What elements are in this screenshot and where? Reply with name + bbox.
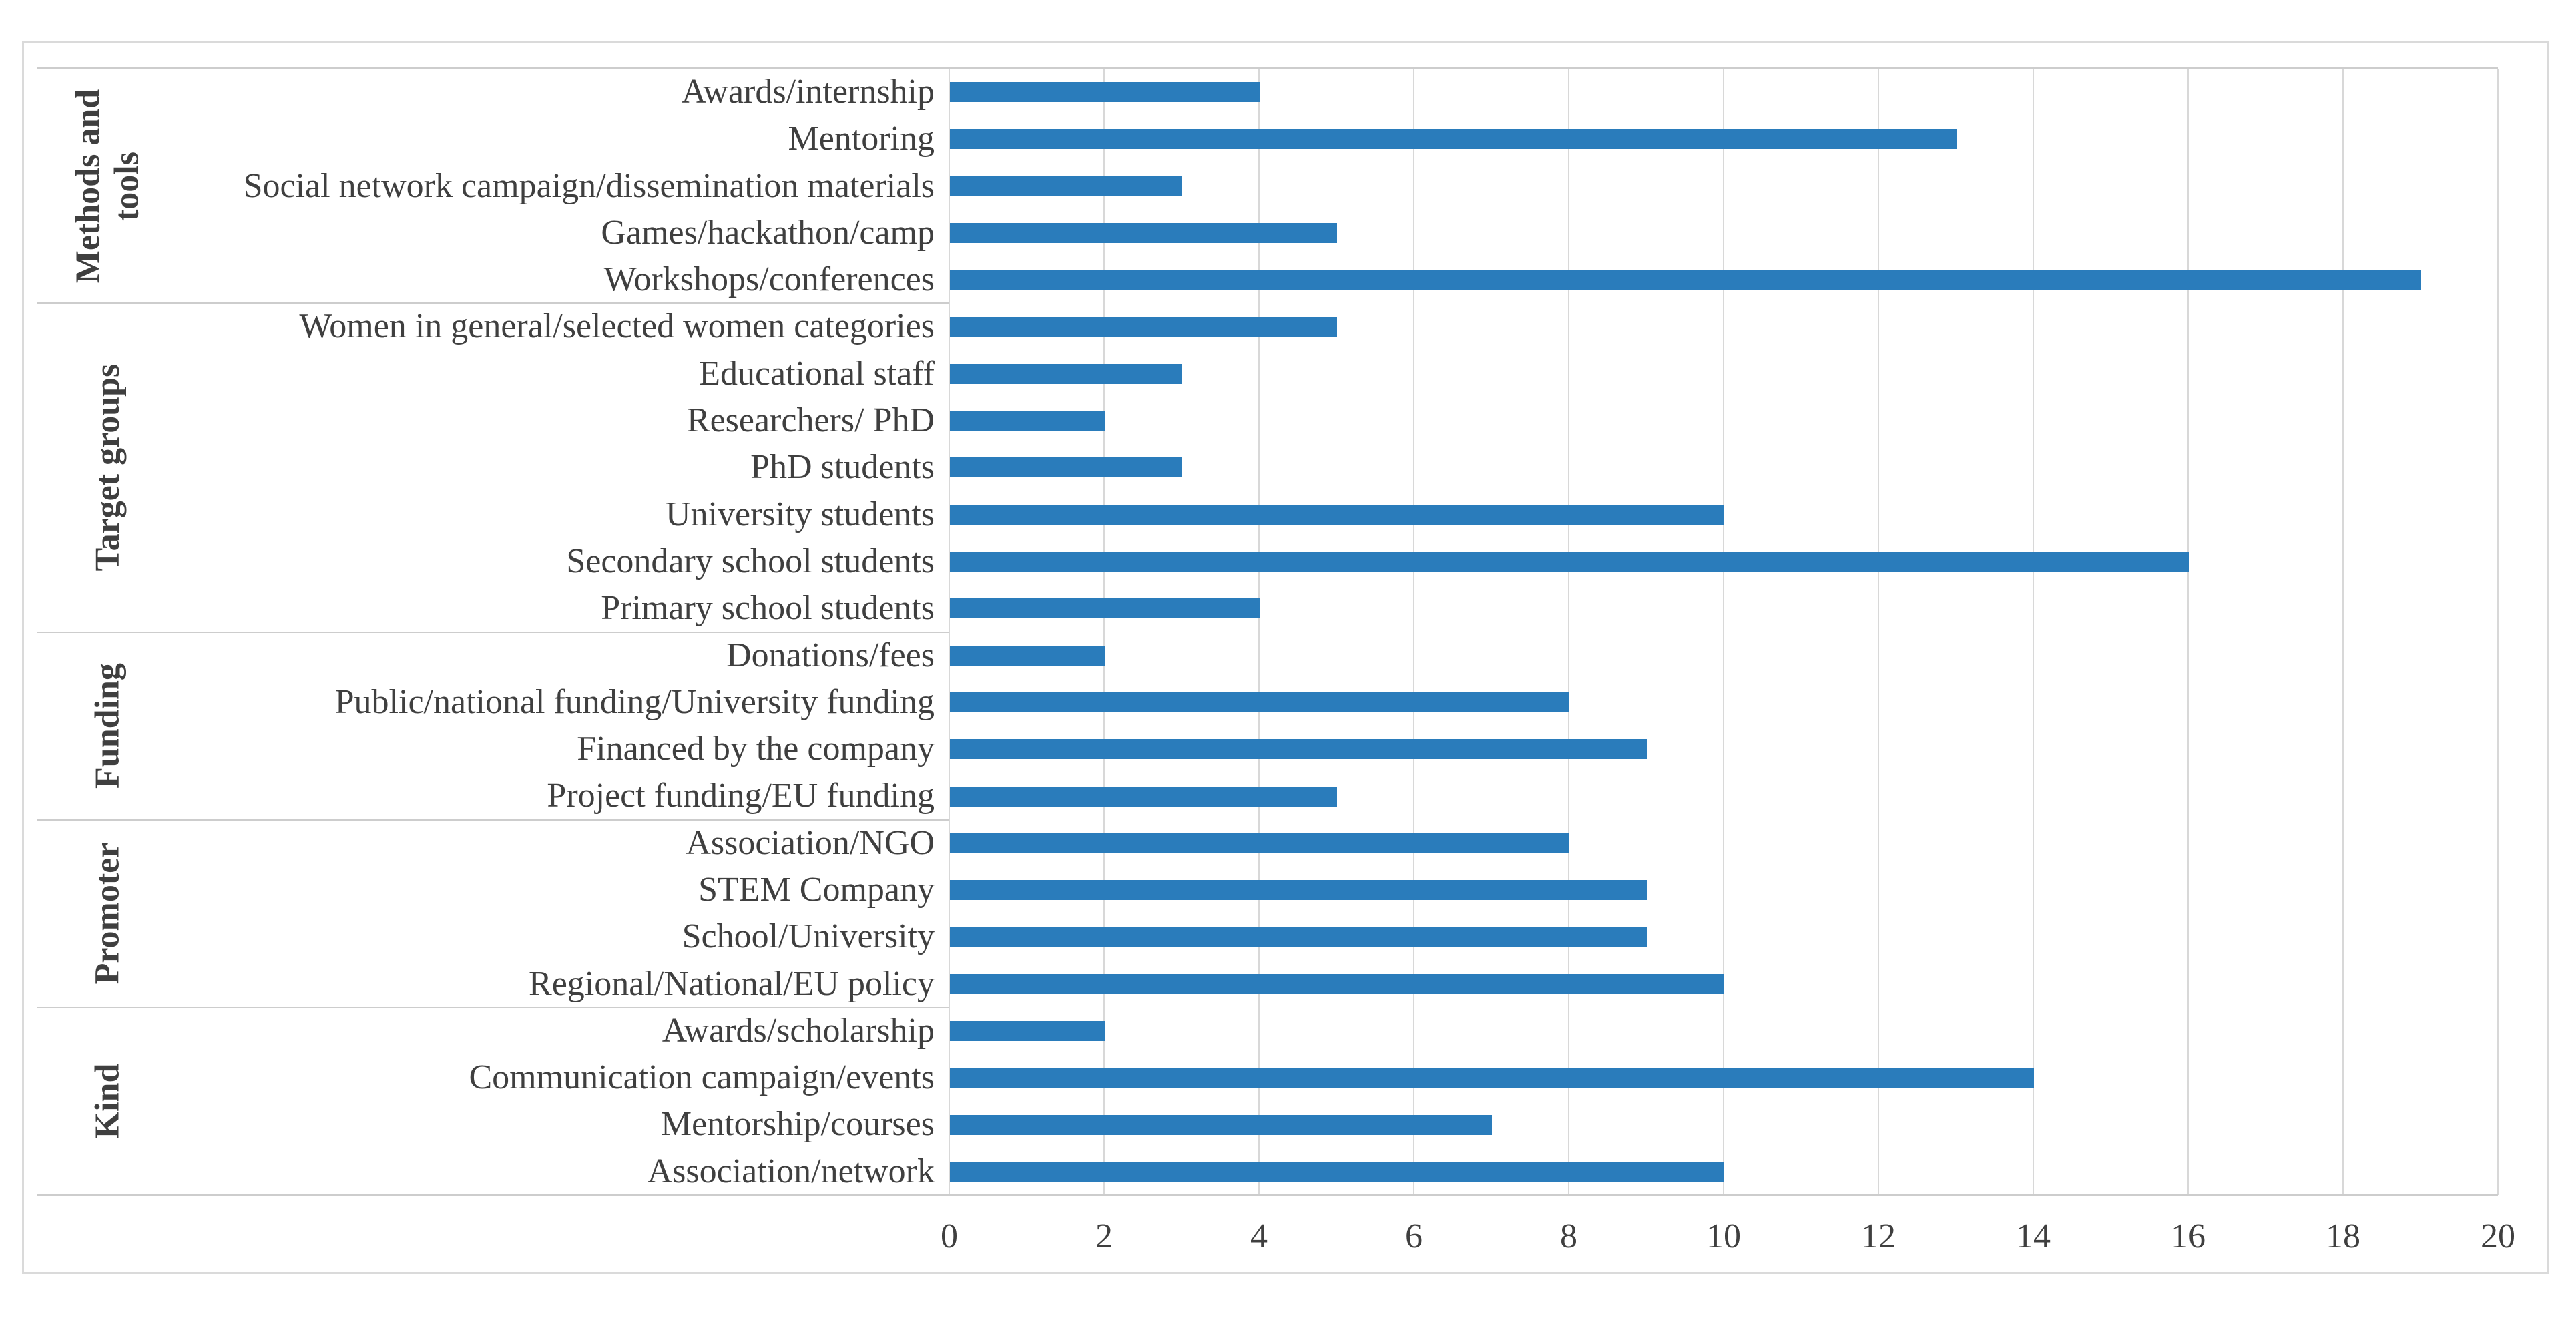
category-label: Workshops/conferences xyxy=(603,260,935,299)
bar xyxy=(950,129,1957,150)
bar xyxy=(950,176,1182,196)
gridline xyxy=(1878,69,1879,1195)
group-separator xyxy=(37,631,949,633)
axis-group-label: Funding xyxy=(88,663,127,789)
bar xyxy=(950,1020,1105,1041)
category-label: Association/NGO xyxy=(686,823,935,862)
bar xyxy=(950,411,1105,431)
gridline xyxy=(2497,69,2499,1195)
category-label: University students xyxy=(666,495,935,533)
category-label: Women in general/selected women categori… xyxy=(299,307,935,346)
x-axis-tick-label: 4 xyxy=(1250,1217,1268,1255)
gridline xyxy=(1103,69,1105,1195)
bar xyxy=(950,1161,1724,1182)
bar xyxy=(950,316,1337,337)
category-label: Educational staff xyxy=(699,354,935,393)
category-label: Secondary school students xyxy=(566,541,935,580)
category-label: Social network campaign/dissemination ma… xyxy=(243,166,935,205)
x-axis-tick-label: 8 xyxy=(1560,1217,1577,1255)
bar xyxy=(950,880,1647,901)
bar xyxy=(950,504,1724,525)
category-label: School/University xyxy=(682,917,935,956)
gridline xyxy=(2187,69,2189,1195)
category-label: Regional/National/EU policy xyxy=(529,964,935,1003)
category-label: PhD students xyxy=(750,448,935,487)
x-axis-tick-label: 12 xyxy=(1861,1217,1896,1255)
category-label: Financed by the company xyxy=(577,730,935,768)
gridline xyxy=(1568,69,1569,1195)
figure-border xyxy=(22,41,2549,1274)
category-label: Awards/scholarship xyxy=(662,1011,935,1050)
value-axis-line xyxy=(949,69,950,1195)
category-label: Mentoring xyxy=(788,120,935,158)
bar xyxy=(950,1114,1492,1135)
plot-top-border xyxy=(37,67,2498,69)
axis-group-label: Methods and tools xyxy=(69,89,147,283)
category-label: Association/network xyxy=(647,1152,935,1190)
category-label: Public/national funding/University fundi… xyxy=(334,682,935,721)
group-separator xyxy=(37,819,949,821)
axis-group-label: Kind xyxy=(88,1064,127,1139)
bar xyxy=(950,270,2421,290)
x-axis-tick-label: 6 xyxy=(1405,1217,1423,1255)
axis-group-label: Promoter xyxy=(88,842,127,985)
bar xyxy=(950,82,1260,103)
x-axis-tick-label: 16 xyxy=(2171,1217,2206,1255)
bar xyxy=(950,1068,2034,1088)
gridline xyxy=(1723,69,1724,1195)
bar xyxy=(950,973,1724,994)
category-label: Awards/internship xyxy=(681,73,935,111)
bar xyxy=(950,927,1647,947)
gridline xyxy=(2033,69,2034,1195)
x-axis-tick-label: 2 xyxy=(1095,1217,1113,1255)
gridline xyxy=(2342,69,2344,1195)
category-label: Mentorship/courses xyxy=(660,1105,935,1144)
plot-bottom-border xyxy=(37,1194,2498,1196)
category-label: STEM Company xyxy=(698,870,935,909)
bar xyxy=(950,457,1182,478)
bar xyxy=(950,598,1260,619)
category-label: Communication campaign/events xyxy=(469,1058,935,1097)
x-axis-tick-label: 0 xyxy=(941,1217,958,1255)
x-axis-tick-label: 18 xyxy=(2326,1217,2360,1255)
bar xyxy=(950,552,2189,572)
bar xyxy=(950,833,1569,853)
x-axis-tick-label: 20 xyxy=(2481,1217,2515,1255)
category-label: Project funding/EU funding xyxy=(547,777,935,815)
bar xyxy=(950,363,1182,384)
bar xyxy=(950,786,1337,807)
bar xyxy=(950,739,1647,760)
bar xyxy=(950,645,1105,666)
gridline xyxy=(1413,69,1414,1195)
gridline xyxy=(1258,69,1260,1195)
axis-group-label: Target groups xyxy=(88,364,127,572)
category-label: Primary school students xyxy=(601,589,935,628)
group-separator xyxy=(37,1006,949,1008)
group-separator xyxy=(37,302,949,304)
x-axis-tick-label: 10 xyxy=(1706,1217,1741,1255)
bar xyxy=(950,692,1569,712)
x-axis-tick-label: 14 xyxy=(2016,1217,2051,1255)
category-label: Games/hackathon/camp xyxy=(601,213,935,252)
category-label: Researchers/ PhD xyxy=(686,401,935,440)
category-label: Donations/fees xyxy=(726,636,935,674)
bar xyxy=(950,223,1337,244)
